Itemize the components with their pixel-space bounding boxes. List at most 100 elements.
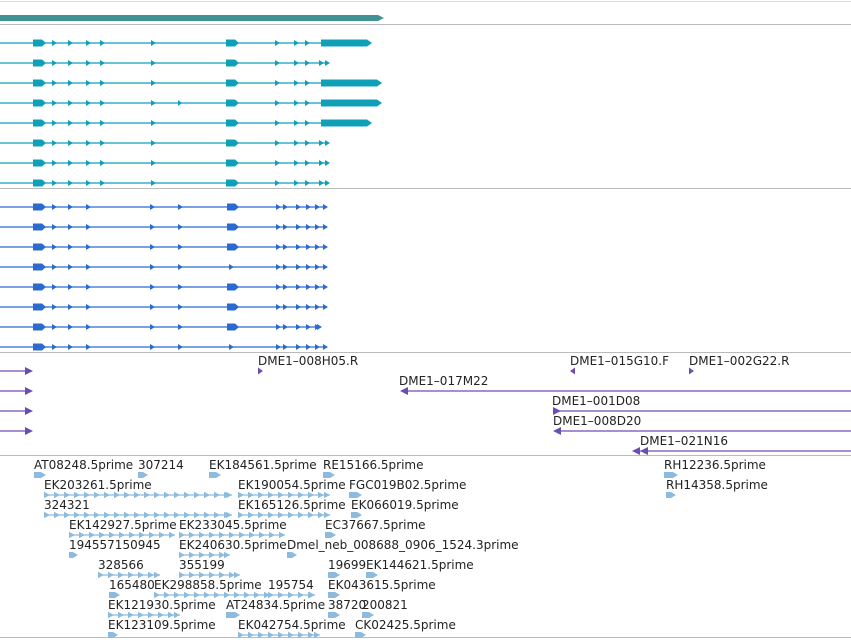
est-feature[interactable] [355,632,366,638]
est-feature[interactable] [108,632,118,638]
blue-transcript-row[interactable] [0,323,322,331]
est-feature[interactable] [209,472,221,478]
est-feature[interactable] [238,491,330,499]
est-feature[interactable] [325,532,336,538]
strand-arrow [151,100,156,106]
blue-transcript-row[interactable] [0,203,328,211]
blue-transcript-row[interactable] [0,283,328,291]
est-feature[interactable] [366,572,378,578]
est-label[interactable]: 324321 [44,498,90,512]
est-feature[interactable] [362,612,374,618]
est-label[interactable]: EK298858.5prime [154,578,262,592]
est-feature[interactable] [69,531,175,539]
est-feature[interactable] [154,591,270,599]
est-label[interactable]: FGC019B02.5prime [349,478,466,492]
est-feature[interactable] [666,492,676,498]
est-label[interactable]: EK144621.5prime [366,558,474,572]
est-feature[interactable] [349,492,362,498]
teal-transcript-row[interactable] [0,99,382,107]
est-feature[interactable] [44,511,232,519]
est-feature[interactable] [108,611,180,619]
clone-label[interactable]: DME1–017M22 [399,374,488,388]
est-label[interactable]: EK184561.5prime [209,458,317,472]
est-label[interactable]: 38720 [328,598,366,612]
teal-transcript-row[interactable] [0,139,330,147]
est-arrow [79,531,85,539]
est-feature[interactable] [179,531,285,539]
est-label[interactable]: 355199 [179,558,225,572]
est-arrow [258,631,264,639]
strand-arrow [306,284,311,290]
clone-label[interactable]: DME1–015G10.F [570,354,669,368]
est-label[interactable]: CK02425.5prime [355,618,456,632]
clone-end-feature[interactable] [0,427,33,435]
teal-transcript-row[interactable] [0,79,382,87]
exon [33,179,42,187]
est-label[interactable]: 328566 [98,558,144,572]
clone-label[interactable]: DME1–008D20 [553,414,641,428]
est-feature[interactable] [664,472,678,478]
est-label[interactable]: EK066019.5prime [351,498,459,512]
est-feature[interactable] [69,552,78,558]
est-label[interactable]: RH12236.5prime [664,458,766,472]
blue-transcript-row[interactable] [0,343,328,351]
est-label[interactable]: 165480 [109,578,155,592]
est-feature[interactable] [98,571,160,579]
est-label[interactable]: EK043615.5prime [328,578,436,592]
est-feature[interactable] [109,592,120,598]
est-feature[interactable] [287,552,297,558]
est-label[interactable]: 200821 [362,598,408,612]
est-label[interactable]: 307214 [138,458,184,472]
est-label[interactable]: 19699 [328,558,366,572]
clone-end-feature[interactable] [0,407,33,415]
est-feature[interactable] [179,571,240,579]
est-feature[interactable] [268,591,315,599]
teal-transcript-row[interactable] [0,179,330,187]
est-label[interactable]: EK123109.5prime [108,618,216,632]
est-feature[interactable] [328,612,340,618]
est-feature[interactable] [351,512,362,518]
teal-transcript-row[interactable] [0,39,372,47]
clone-label[interactable]: DME1–008H05.R [258,354,358,368]
blue-transcript-row[interactable] [0,303,328,311]
clone-end-feature[interactable] [0,367,33,375]
est-label[interactable]: EC37667.5prime [325,518,426,532]
est-label[interactable]: AT24834.5prime [226,598,325,612]
est-feature[interactable] [44,491,232,499]
est-feature[interactable] [328,592,340,598]
est-label[interactable]: EK233045.5prime [179,518,287,532]
teal-transcript-row[interactable] [0,59,330,67]
blue-transcript-row[interactable] [0,243,328,251]
est-feature[interactable] [323,472,335,478]
clone-end-feature[interactable] [0,387,33,395]
est-label[interactable]: Dmel_neb_008688_0906_1524.3prime [287,538,519,552]
teal-transcript-row[interactable] [0,159,330,167]
est-feature[interactable] [238,511,330,519]
est-label[interactable]: EK042754.5prime [238,618,346,632]
est-feature[interactable] [226,612,240,618]
est-feature[interactable] [34,472,46,478]
est-label[interactable]: EK121930.5prime [108,598,216,612]
exon [33,243,42,251]
est-label[interactable]: AT08248.5prime [34,458,133,472]
est-label[interactable]: EK240630.5prime [179,538,287,552]
est-label[interactable]: EK142927.5prime [69,518,177,532]
est-feature[interactable] [328,572,340,578]
exon-arrow [42,283,46,291]
est-label[interactable]: EK203261.5prime [44,478,152,492]
est-feature[interactable] [179,551,230,559]
clone-label[interactable]: DME1–021N16 [640,434,728,448]
blue-transcript-row[interactable] [0,223,328,231]
est-label[interactable]: RE15166.5prime [323,458,424,472]
clone-label[interactable]: DME1–001D08 [552,394,640,408]
est-label[interactable]: RH14358.5prime [666,478,768,492]
est-feature[interactable] [238,631,320,639]
est-label[interactable]: 195754 [268,578,314,592]
est-label[interactable]: EK190054.5prime [238,478,346,492]
est-label[interactable]: EK165126.5prime [238,498,346,512]
blue-transcript-row[interactable] [0,263,328,271]
est-label[interactable]: 194557150945 [69,538,161,552]
est-feature[interactable] [138,472,148,478]
teal-transcript-row[interactable] [0,119,372,127]
clone-label[interactable]: DME1–002G22.R [689,354,789,368]
